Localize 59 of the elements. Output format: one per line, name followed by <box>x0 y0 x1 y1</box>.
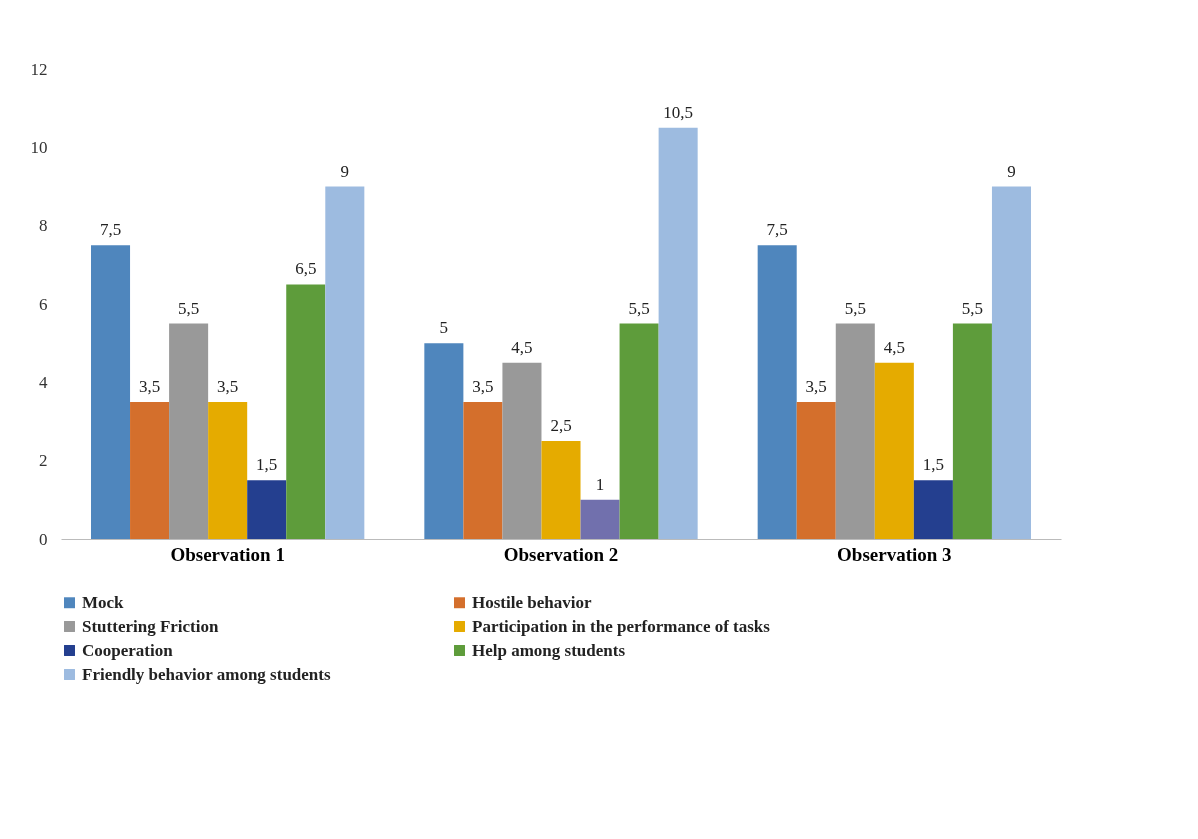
bar <box>169 323 209 539</box>
x-tick-label: Observation 3 <box>837 543 952 565</box>
data-label: 10,5 <box>663 102 694 122</box>
legend-label: Friendly behavior among students <box>82 664 331 684</box>
legend-label: Participation in the performance of tasks <box>472 616 771 636</box>
data-label: 6,5 <box>295 259 317 279</box>
bar <box>424 343 464 539</box>
x-tick-label: Observation 2 <box>503 543 619 565</box>
bar <box>796 401 836 539</box>
bar <box>247 480 287 539</box>
bar <box>580 499 620 539</box>
data-label: 5,5 <box>177 298 200 318</box>
legend-label: Help among students <box>472 640 626 660</box>
bar <box>130 401 170 539</box>
legend-label: Hostile behavior <box>472 592 592 612</box>
y-tick-label: 10 <box>30 137 48 157</box>
data-label: 4,5 <box>511 337 533 357</box>
data-label: 3,5 <box>472 376 494 396</box>
data-label: 3,5 <box>217 376 239 396</box>
y-tick-label: 0 <box>39 529 48 549</box>
data-label: 5 <box>439 318 449 338</box>
data-label: 3,5 <box>805 376 827 396</box>
bar <box>91 245 131 539</box>
bar <box>913 480 953 539</box>
bar <box>541 441 581 539</box>
legend-label: Mock <box>82 592 125 612</box>
bar <box>208 401 248 539</box>
bar <box>835 323 875 539</box>
bar <box>952 323 992 539</box>
data-label: 5,5 <box>844 298 866 318</box>
legend-label: Cooperation <box>82 640 174 660</box>
bar <box>874 362 914 539</box>
data-label: 4,5 <box>883 337 905 357</box>
bar <box>757 245 797 539</box>
bar <box>991 186 1031 539</box>
y-tick-label: 4 <box>39 372 48 392</box>
data-label: 2,5 <box>550 416 572 436</box>
y-tick-label: 6 <box>39 294 48 314</box>
data-label: 7,5 <box>766 220 788 240</box>
data-label: 5,5 <box>628 298 650 318</box>
data-label: 9 <box>1007 161 1016 181</box>
bar <box>463 401 503 539</box>
x-tick-label: Observation 1 <box>170 543 285 565</box>
bar <box>502 362 542 539</box>
bar <box>286 284 326 539</box>
data-label: 5,5 <box>961 298 984 318</box>
bar <box>325 186 365 539</box>
data-label: 1,5 <box>922 455 945 475</box>
bar <box>658 127 698 539</box>
data-label: 1,5 <box>256 455 278 475</box>
data-label: 7,5 <box>99 220 122 240</box>
bar <box>619 323 659 539</box>
data-label: 1 <box>595 474 605 494</box>
data-label: 9 <box>340 161 350 181</box>
y-tick-label: 2 <box>39 451 48 471</box>
y-tick-label: 12 <box>30 59 48 79</box>
data-label: 3,5 <box>138 376 161 396</box>
y-tick-label: 8 <box>39 216 48 236</box>
legend-label: Stuttering Friction <box>82 616 219 636</box>
